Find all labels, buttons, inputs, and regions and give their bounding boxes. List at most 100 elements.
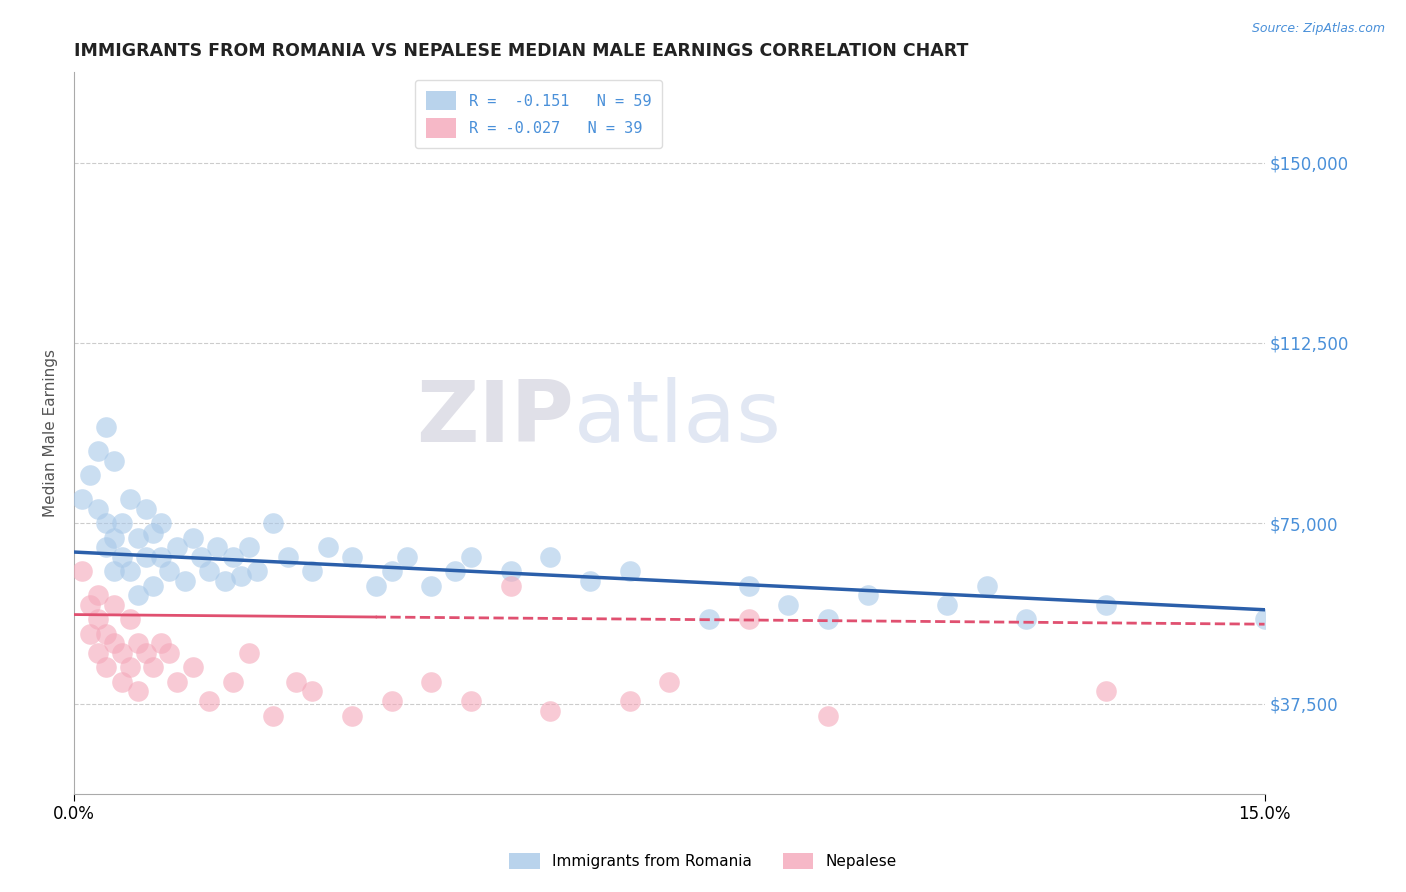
Point	[127, 588, 149, 602]
Y-axis label: Median Male Earnings: Median Male Earnings	[44, 349, 58, 517]
Point	[87, 588, 110, 602]
Point	[1253, 612, 1275, 626]
Point	[94, 627, 117, 641]
Point	[936, 598, 959, 612]
Point	[111, 646, 134, 660]
Point	[380, 694, 402, 708]
Point	[499, 579, 522, 593]
Point	[1095, 684, 1118, 698]
Point	[856, 588, 879, 602]
Point	[94, 420, 117, 434]
Point	[222, 674, 245, 689]
Point	[118, 660, 141, 674]
Text: atlas: atlas	[574, 377, 782, 460]
Text: Source: ZipAtlas.com: Source: ZipAtlas.com	[1251, 22, 1385, 36]
Point	[166, 674, 188, 689]
Point	[166, 541, 188, 555]
Point	[817, 612, 839, 626]
Point	[94, 660, 117, 674]
Point	[103, 531, 125, 545]
Point	[157, 564, 180, 578]
Point	[150, 516, 173, 531]
Point	[198, 694, 221, 708]
Point	[214, 574, 236, 588]
Point	[316, 541, 339, 555]
Point	[778, 598, 800, 612]
Point	[118, 492, 141, 507]
Point	[94, 541, 117, 555]
Point	[579, 574, 602, 588]
Point	[135, 646, 157, 660]
Point	[222, 549, 245, 564]
Point	[976, 579, 998, 593]
Point	[103, 636, 125, 650]
Point	[111, 674, 134, 689]
Point	[285, 674, 308, 689]
Point	[262, 708, 284, 723]
Point	[619, 564, 641, 578]
Point	[111, 516, 134, 531]
Point	[150, 636, 173, 650]
Point	[118, 564, 141, 578]
Point	[174, 574, 197, 588]
Point	[142, 579, 165, 593]
Point	[817, 708, 839, 723]
Point	[301, 564, 323, 578]
Point	[103, 564, 125, 578]
Legend: Immigrants from Romania, Nepalese: Immigrants from Romania, Nepalese	[503, 847, 903, 875]
Point	[238, 541, 260, 555]
Point	[198, 564, 221, 578]
Point	[127, 531, 149, 545]
Point	[127, 636, 149, 650]
Point	[340, 549, 363, 564]
Point	[111, 549, 134, 564]
Point	[157, 646, 180, 660]
Point	[142, 660, 165, 674]
Point	[420, 579, 443, 593]
Point	[181, 660, 204, 674]
Point	[538, 704, 561, 718]
Point	[127, 684, 149, 698]
Point	[658, 674, 681, 689]
Point	[738, 612, 761, 626]
Point	[87, 501, 110, 516]
Point	[103, 598, 125, 612]
Text: ZIP: ZIP	[416, 377, 574, 460]
Text: IMMIGRANTS FROM ROMANIA VS NEPALESE MEDIAN MALE EARNINGS CORRELATION CHART: IMMIGRANTS FROM ROMANIA VS NEPALESE MEDI…	[75, 42, 969, 60]
Point	[380, 564, 402, 578]
Point	[499, 564, 522, 578]
Point	[150, 549, 173, 564]
Point	[420, 674, 443, 689]
Point	[246, 564, 269, 578]
Point	[238, 646, 260, 660]
Point	[277, 549, 299, 564]
Point	[181, 531, 204, 545]
Legend: R =  -0.151   N = 59, R = -0.027   N = 39: R = -0.151 N = 59, R = -0.027 N = 39	[415, 80, 662, 148]
Point	[135, 501, 157, 516]
Point	[301, 684, 323, 698]
Point	[619, 694, 641, 708]
Point	[460, 694, 482, 708]
Point	[538, 549, 561, 564]
Point	[79, 598, 101, 612]
Point	[79, 468, 101, 483]
Point	[396, 549, 419, 564]
Point	[205, 541, 228, 555]
Point	[70, 492, 93, 507]
Point	[697, 612, 720, 626]
Point	[70, 564, 93, 578]
Point	[1095, 598, 1118, 612]
Point	[1015, 612, 1038, 626]
Point	[87, 646, 110, 660]
Point	[444, 564, 467, 578]
Point	[229, 569, 252, 583]
Point	[142, 525, 165, 540]
Point	[190, 549, 212, 564]
Point	[364, 579, 387, 593]
Point	[118, 612, 141, 626]
Point	[87, 612, 110, 626]
Point	[87, 444, 110, 458]
Point	[135, 549, 157, 564]
Point	[738, 579, 761, 593]
Point	[79, 627, 101, 641]
